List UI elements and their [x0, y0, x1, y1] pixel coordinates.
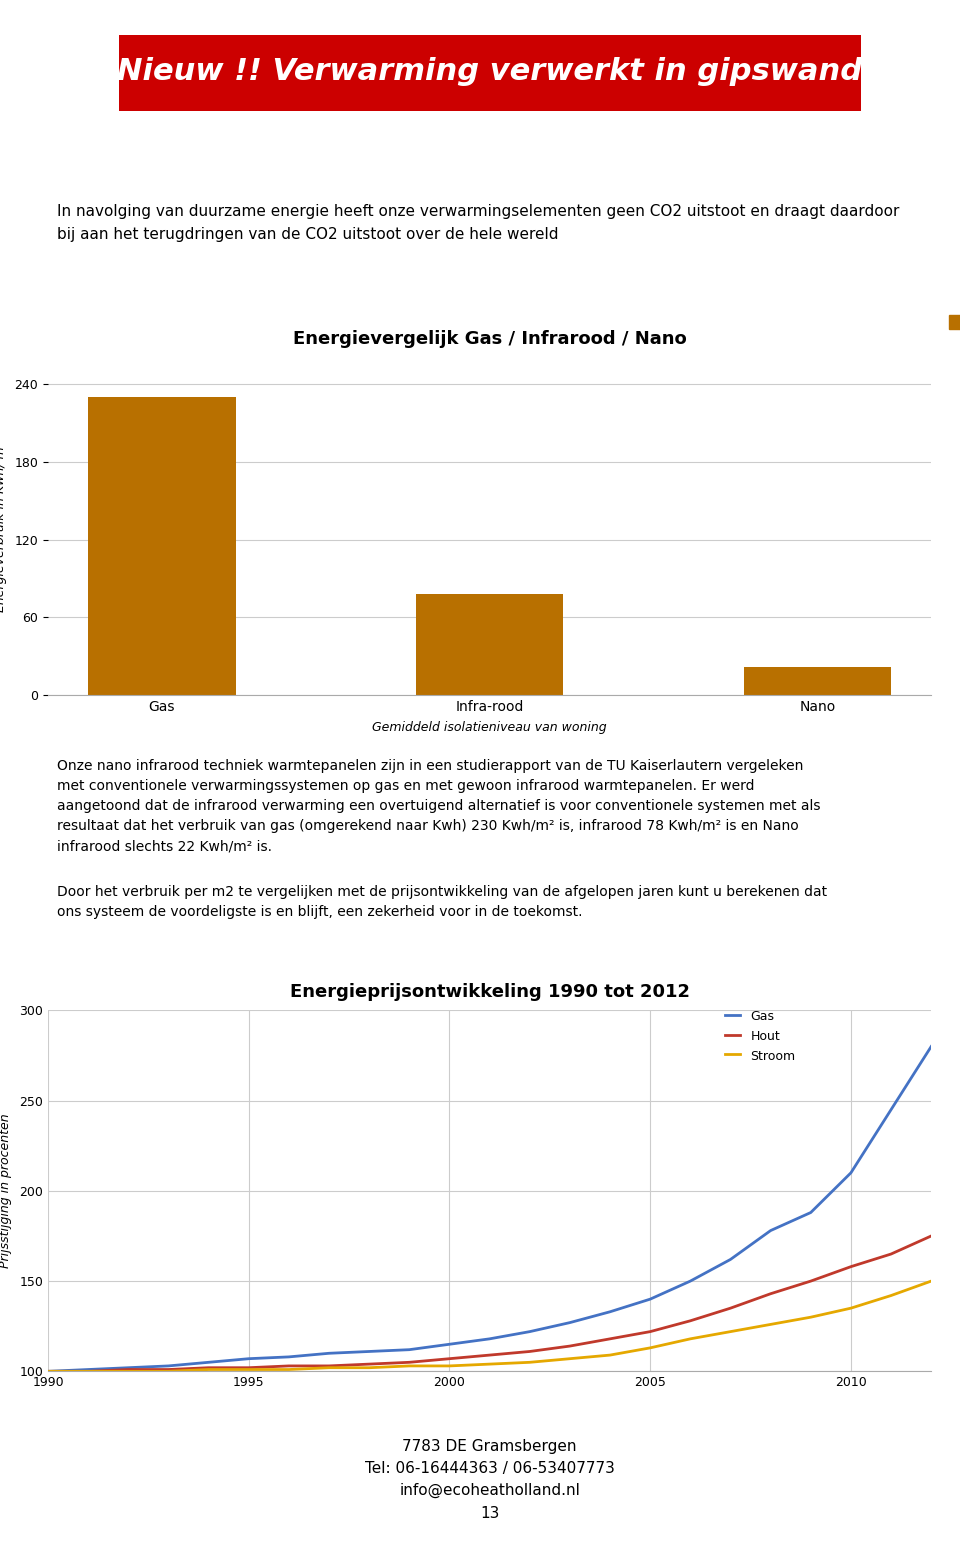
Legend:  — [949, 315, 960, 329]
Stroom — [845, 1299, 856, 1318]
Stroom — [243, 1360, 254, 1378]
Stroom — [364, 1358, 375, 1377]
Gas — [484, 1330, 495, 1349]
Stroom — [324, 1358, 335, 1377]
Hout — [564, 1336, 576, 1355]
Hout — [885, 1245, 897, 1263]
Hout — [283, 1357, 295, 1375]
Legend: Gas, Hout, Stroom: Gas, Hout, Stroom — [726, 1010, 796, 1063]
Hout — [805, 1271, 817, 1290]
Gas — [162, 1357, 174, 1375]
Hout — [845, 1257, 856, 1276]
Stroom — [162, 1361, 174, 1380]
Hout — [364, 1355, 375, 1374]
Gas — [83, 1360, 94, 1378]
Gas — [203, 1354, 214, 1372]
Hout — [644, 1322, 656, 1341]
Stroom — [604, 1346, 615, 1364]
Stroom — [564, 1349, 576, 1368]
Stroom — [524, 1354, 536, 1372]
Stroom — [283, 1360, 295, 1378]
Y-axis label: Energieverbruik in Kwh/ m²: Energieverbruik in Kwh/ m² — [0, 441, 8, 612]
Hout — [324, 1357, 335, 1375]
Title: Energieprijsontwikkeling 1990 tot 2012: Energieprijsontwikkeling 1990 tot 2012 — [290, 982, 689, 1001]
Hout — [162, 1360, 174, 1378]
Gas — [684, 1271, 696, 1290]
Stroom — [484, 1355, 495, 1374]
Stroom — [444, 1357, 455, 1375]
Hout — [925, 1226, 937, 1245]
Stroom — [684, 1330, 696, 1349]
Gas — [444, 1335, 455, 1354]
Stroom — [765, 1315, 777, 1333]
Hout — [403, 1354, 415, 1372]
Text: Nieuw !! Verwarming verwerkt in gipswand: Nieuw !! Verwarming verwerkt in gipswand — [117, 57, 862, 85]
Hout — [203, 1358, 214, 1377]
Text: Door het verbruik per m2 te vergelijken met de prijsontwikkeling van de afgelope: Door het verbruik per m2 te vergelijken … — [57, 886, 827, 920]
Stroom — [885, 1287, 897, 1305]
Line: Gas: Gas — [48, 1046, 931, 1371]
Bar — [416, 594, 564, 695]
Gas — [42, 1361, 54, 1380]
Hout — [83, 1361, 94, 1380]
Y-axis label: Prijsstijging in procenten: Prijsstijging in procenten — [0, 1114, 12, 1268]
Stroom — [203, 1360, 214, 1378]
Line: Stroom: Stroom — [48, 1280, 931, 1371]
Hout — [765, 1285, 777, 1304]
Bar — [88, 398, 235, 695]
Hout — [604, 1330, 615, 1349]
FancyBboxPatch shape — [119, 36, 860, 110]
Stroom — [83, 1361, 94, 1380]
Stroom — [403, 1357, 415, 1375]
Stroom — [805, 1308, 817, 1327]
Gas — [403, 1341, 415, 1360]
Title: Energievergelijk Gas / Infrarood / Nano: Energievergelijk Gas / Infrarood / Nano — [293, 331, 686, 348]
Gas — [283, 1347, 295, 1366]
Hout — [123, 1360, 134, 1378]
Text: Onze nano infrarood techniek warmtepanelen zijn in een studierapport van de TU K: Onze nano infrarood techniek warmtepanel… — [57, 758, 821, 853]
Hout — [42, 1361, 54, 1380]
Gas — [885, 1100, 897, 1119]
Gas — [564, 1313, 576, 1332]
Stroom — [123, 1361, 134, 1380]
X-axis label: Gemiddeld isolatieniveau van woning: Gemiddeld isolatieniveau van woning — [372, 721, 607, 733]
Gas — [845, 1164, 856, 1183]
Hout — [524, 1343, 536, 1361]
Bar — [744, 667, 891, 695]
Hout — [243, 1358, 254, 1377]
Stroom — [725, 1322, 736, 1341]
Gas — [725, 1249, 736, 1268]
Hout — [684, 1312, 696, 1330]
Gas — [644, 1290, 656, 1308]
Hout — [444, 1349, 455, 1368]
Gas — [243, 1349, 254, 1368]
Stroom — [42, 1361, 54, 1380]
Gas — [123, 1358, 134, 1377]
Gas — [805, 1203, 817, 1221]
Gas — [925, 1037, 937, 1055]
Gas — [524, 1322, 536, 1341]
Stroom — [644, 1338, 656, 1357]
Text: 7783 DE Gramsbergen
Tel: 06-16444363 / 06-53407773
info@ecoheatholland.nl
13: 7783 DE Gramsbergen Tel: 06-16444363 / 0… — [365, 1439, 614, 1520]
Line: Hout: Hout — [48, 1235, 931, 1371]
Gas — [604, 1302, 615, 1321]
Hout — [725, 1299, 736, 1318]
Gas — [765, 1221, 777, 1240]
Gas — [364, 1343, 375, 1361]
Gas — [324, 1344, 335, 1363]
Text: In navolging van duurzame energie heeft onze verwarmingselementen geen CO2 uitst: In navolging van duurzame energie heeft … — [57, 204, 900, 241]
Hout — [484, 1346, 495, 1364]
Stroom — [925, 1271, 937, 1290]
